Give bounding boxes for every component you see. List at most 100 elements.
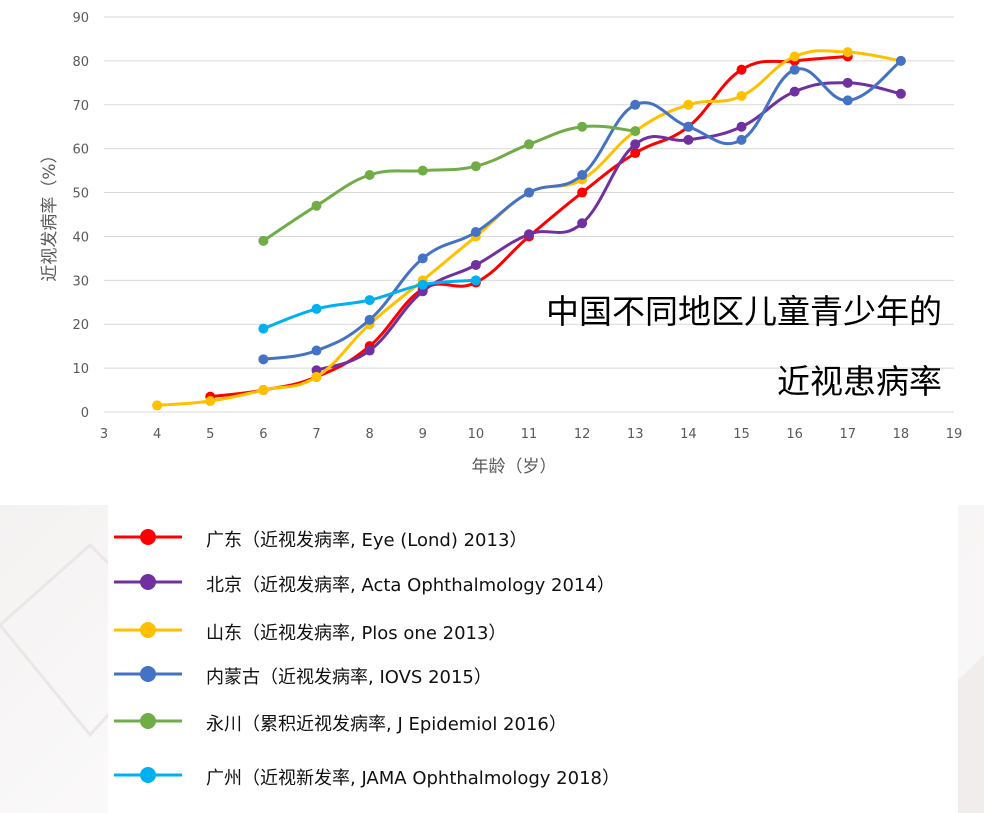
legend-series-name: 山东 <box>206 623 242 644</box>
data-point <box>311 345 322 356</box>
legend-item: 永川（累积近视发病率, J Epidemiol 2016） <box>108 706 958 736</box>
series-line <box>210 55 848 399</box>
legend-series-name: 广东 <box>206 530 242 551</box>
x-tick-label: 19 <box>946 427 963 442</box>
data-point <box>364 170 375 180</box>
data-point <box>789 64 800 75</box>
data-point <box>258 323 269 334</box>
legend-series-source: （近视发病率, Eye (Lond) 2013） <box>242 530 528 551</box>
data-point <box>842 47 853 58</box>
data-point <box>736 64 747 75</box>
y-tick-label: 10 <box>72 362 89 377</box>
legend-swatch <box>114 622 182 638</box>
data-point <box>417 279 428 290</box>
x-tick-label: 12 <box>574 427 591 442</box>
legend-label: 永川（累积近视发病率, J Epidemiol 2016） <box>206 710 567 736</box>
data-point <box>842 95 853 106</box>
legend-series-source: （近视发病率, Plos one 2013） <box>242 623 507 644</box>
series-6 <box>258 275 481 334</box>
y-tick-label: 50 <box>72 187 89 202</box>
data-point <box>630 148 641 159</box>
legend-label: 山东（近视发病率, Plos one 2013） <box>206 619 506 645</box>
data-point <box>524 229 534 240</box>
x-tick-label: 11 <box>521 427 538 442</box>
gridlines <box>104 16 954 413</box>
legend-item: 广东（近视发病率, Eye (Lond) 2013） <box>108 522 958 552</box>
series-2 <box>311 77 906 376</box>
legend-series-source: （近视发病率, Acta Ophthalmology 2014） <box>242 575 615 596</box>
data-point <box>258 354 269 365</box>
data-point <box>895 55 906 66</box>
x-tick-label: 4 <box>153 427 161 442</box>
legend-series-name: 广州 <box>206 768 242 789</box>
data-point <box>258 235 269 246</box>
data-point <box>470 161 481 172</box>
y-tick-label: 20 <box>72 318 89 333</box>
data-point <box>470 227 481 238</box>
data-point <box>577 121 588 132</box>
x-tick-label: 18 <box>893 427 910 442</box>
data-point <box>205 396 216 407</box>
x-tick-label: 3 <box>100 427 108 442</box>
data-point <box>842 77 853 88</box>
data-point <box>683 121 694 132</box>
data-point <box>152 400 163 411</box>
x-tick-label: 5 <box>206 427 214 442</box>
y-tick-label: 90 <box>72 11 89 26</box>
legend-item: 北京（近视发病率, Acta Ophthalmology 2014） <box>108 567 958 597</box>
x-tick-label: 6 <box>259 427 267 442</box>
legend-series-source: （近视发病率, IOVS 2015） <box>260 667 492 688</box>
data-point <box>364 314 375 325</box>
data-point <box>417 165 428 176</box>
y-tick-label: 40 <box>72 230 89 245</box>
x-tick-label: 15 <box>733 427 750 442</box>
legend-series-name: 内蒙古 <box>206 667 260 688</box>
legend-label: 北京（近视发病率, Acta Ophthalmology 2014） <box>206 571 615 597</box>
legend-item: 山东（近视发病率, Plos one 2013） <box>108 615 958 645</box>
legend-series-source: （累积近视发病率, J Epidemiol 2016） <box>242 714 567 735</box>
x-tick-label: 9 <box>419 427 427 442</box>
x-axis-title: 年龄（岁） <box>472 457 557 477</box>
data-point <box>258 385 269 396</box>
y-tick-label: 80 <box>72 55 89 70</box>
chart-subtitle: 近视患病率 <box>777 362 942 401</box>
x-tick-label: 14 <box>680 427 697 442</box>
y-tick-label: 30 <box>72 274 89 289</box>
y-axis-title: 近视发病率（%） <box>40 146 60 281</box>
data-point <box>577 187 588 198</box>
series-line <box>262 124 636 243</box>
x-tick-label: 10 <box>468 427 485 442</box>
data-point <box>524 139 534 150</box>
data-point <box>524 187 534 198</box>
x-tick-label: 13 <box>627 427 644 442</box>
y-tick-label: 0 <box>81 406 89 421</box>
x-tick-label: 8 <box>365 427 373 442</box>
legend: 广东（近视发病率, Eye (Lond) 2013） 北京（近视发病率, Acta… <box>108 505 958 813</box>
series-lines <box>152 47 906 411</box>
data-point <box>789 86 800 97</box>
data-point <box>630 139 641 150</box>
data-point <box>470 275 481 286</box>
legend-swatch <box>114 767 182 783</box>
legend-item: 内蒙古（近视发病率, IOVS 2015） <box>108 659 958 689</box>
data-point <box>311 371 322 382</box>
legend-label: 内蒙古（近视发病率, IOVS 2015） <box>206 663 492 689</box>
data-point <box>577 218 588 229</box>
data-point <box>736 121 747 132</box>
data-point <box>630 126 641 137</box>
data-point <box>895 88 906 99</box>
data-point <box>683 99 694 110</box>
data-point <box>789 51 800 62</box>
legend-series-name: 永川 <box>206 714 242 735</box>
data-point <box>470 259 481 270</box>
data-point <box>736 134 747 145</box>
legend-swatch <box>114 713 182 729</box>
series-1 <box>205 51 853 402</box>
data-point <box>417 253 428 264</box>
legend-swatch <box>114 574 182 590</box>
x-tick-label: 17 <box>839 427 856 442</box>
y-axis-ticks: 0 10 20 30 40 50 60 70 80 90 <box>72 11 89 421</box>
line-chart: 0 10 20 30 40 50 60 70 80 90 3 4 5 6 7 8 9 10 11 12 13 14 15 1… <box>40 11 963 477</box>
chart-title: 中国不同地区儿童青少年的 <box>546 292 942 331</box>
x-tick-label: 16 <box>786 427 803 442</box>
